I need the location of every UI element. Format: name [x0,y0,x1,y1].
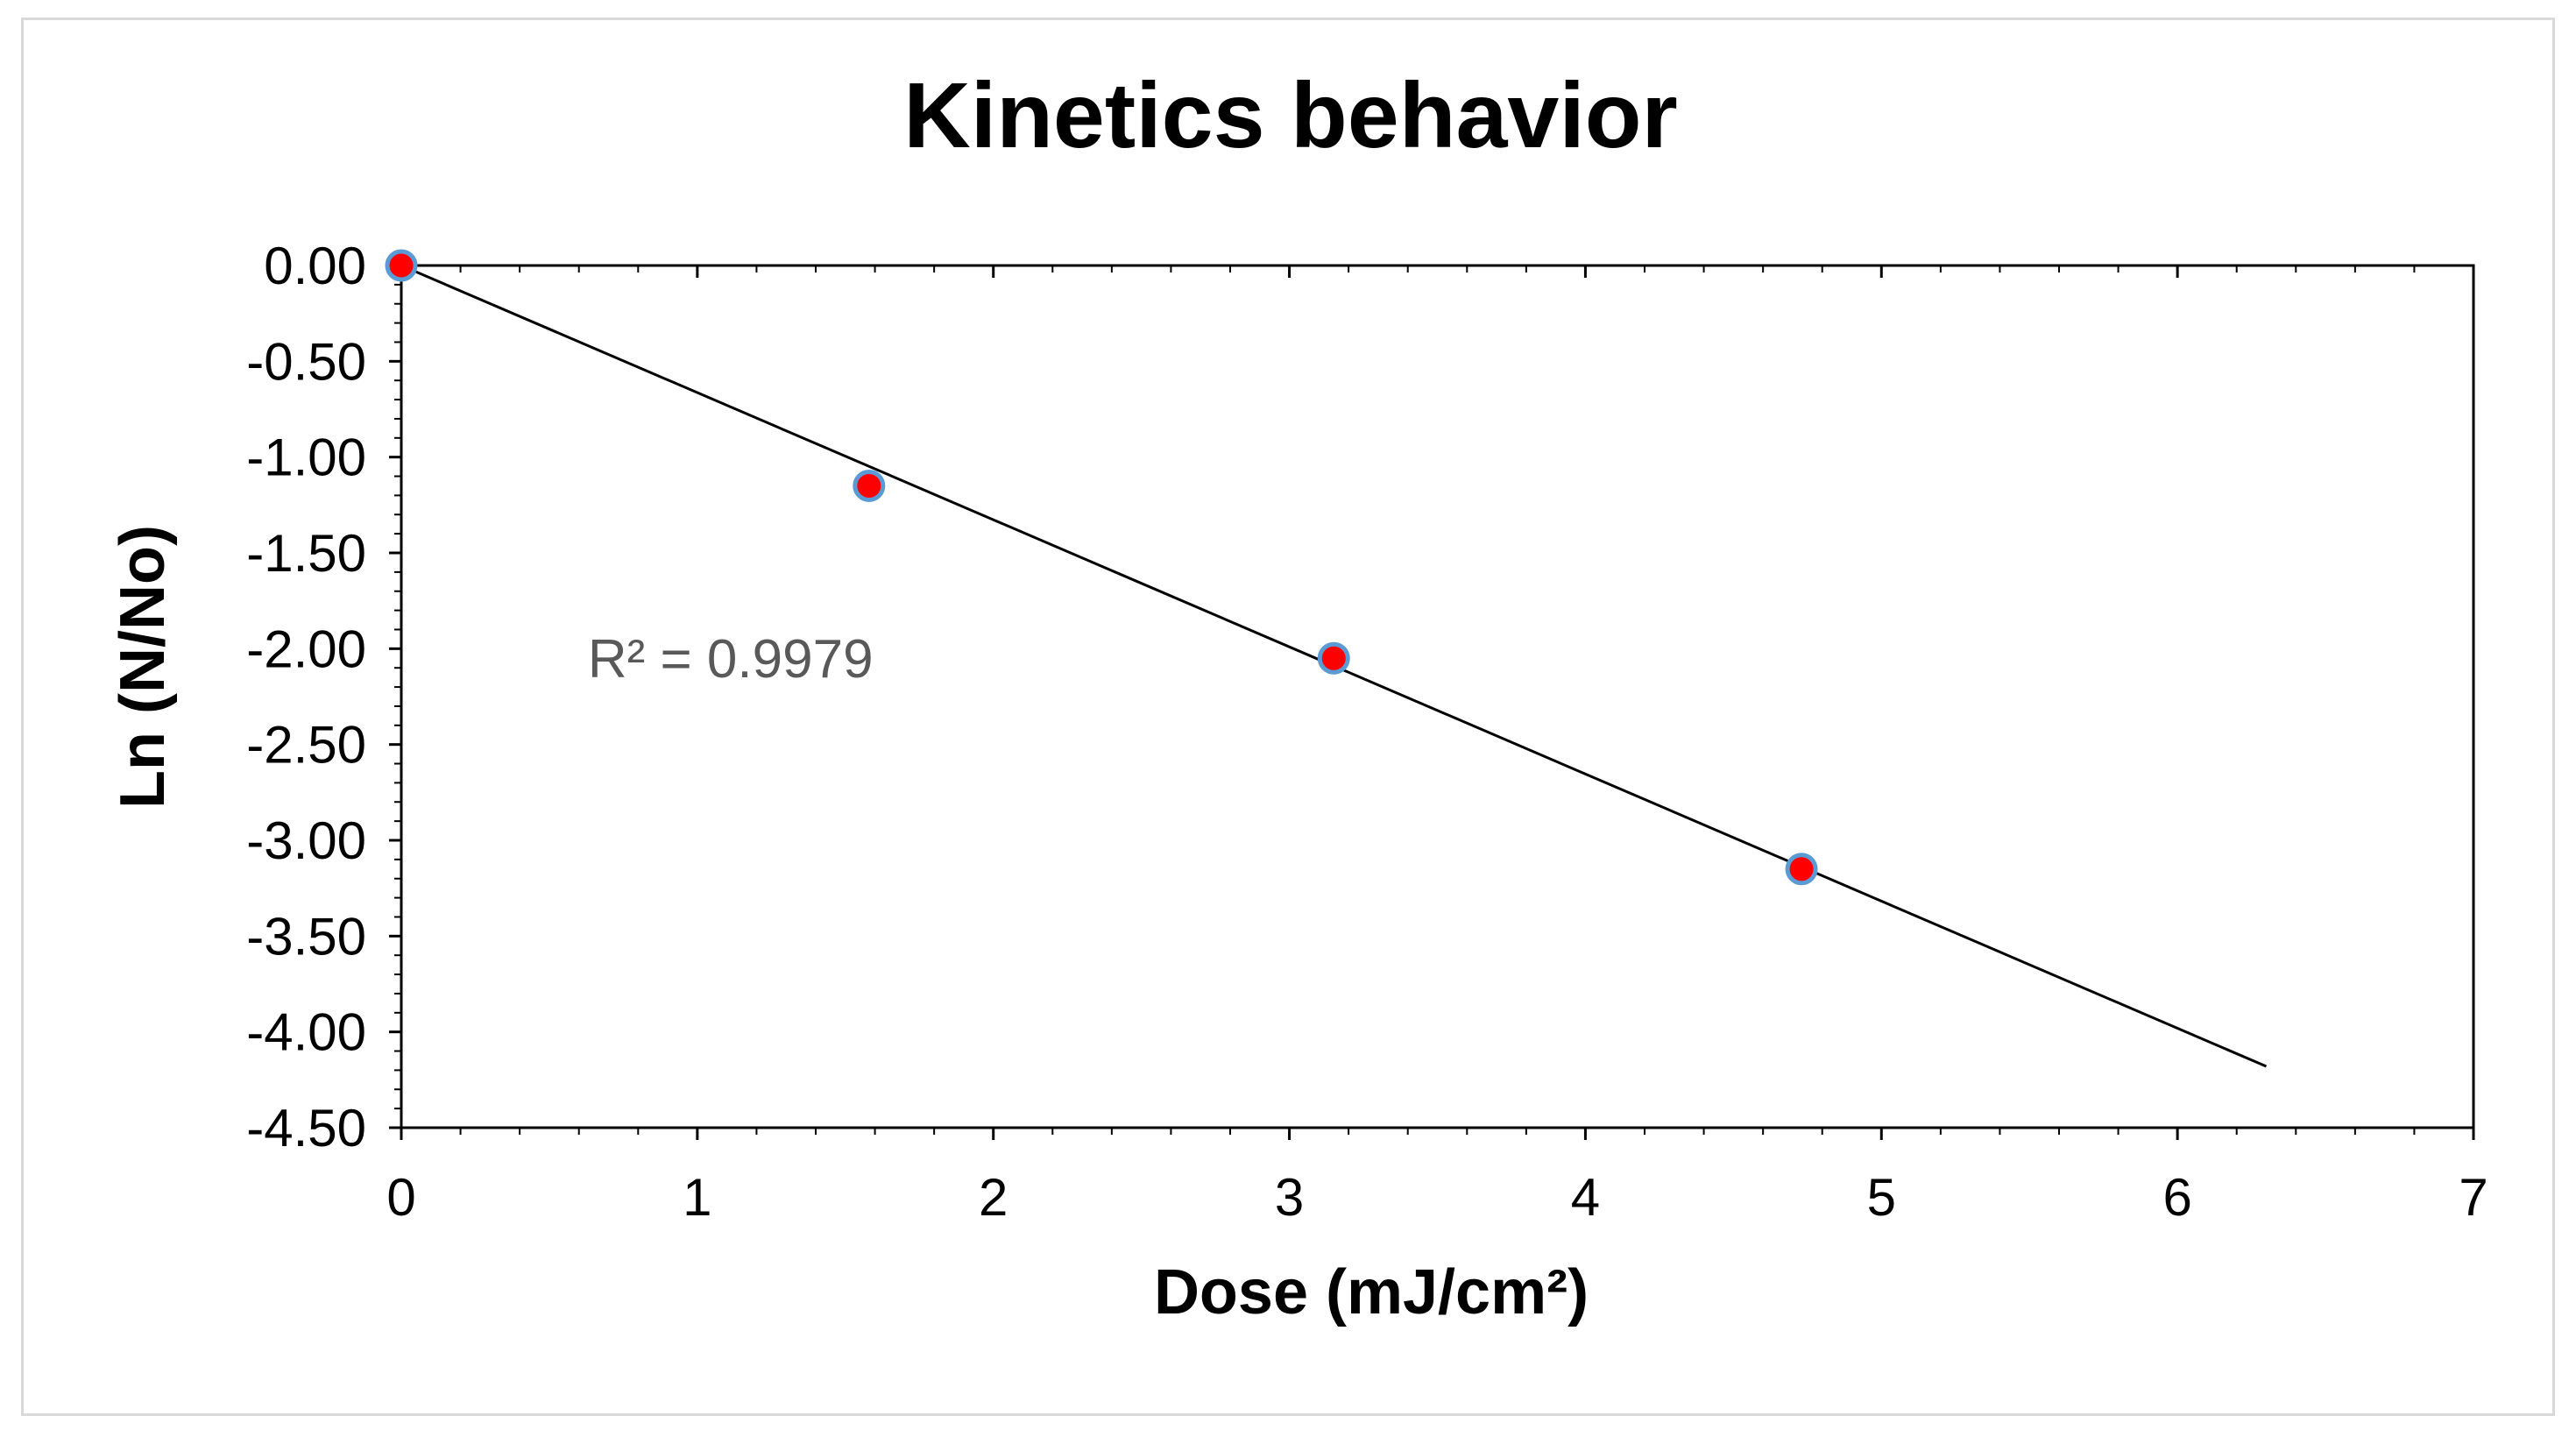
x-tick-label: 0 [386,1168,415,1227]
y-tick-label: 0.00 [264,237,366,295]
y-tick-label: -1.50 [246,524,366,583]
x-tick-label: 2 [979,1168,1008,1227]
x-tick-label: 4 [1571,1168,1600,1227]
data-point [385,249,418,282]
y-tick-label: -4.00 [246,1003,366,1062]
data-point [853,469,886,502]
y-tick-label: -0.50 [246,332,366,391]
y-tick-label: -2.00 [246,619,366,678]
x-tick-label: 6 [2162,1168,2191,1227]
x-axis-title: Dose (mJ/cm²) [1154,1257,1589,1327]
data-point [1785,853,1818,886]
x-tick-label: 5 [1867,1168,1896,1227]
y-tick-label: -3.50 [246,907,366,966]
x-tick-label: 3 [1275,1168,1304,1227]
chart-frame: Kinetics behavior 0 1 2 3 4 5 6 7 0.00 -0.50 -1.00… [21,18,2555,1416]
x-tick-label: 7 [2459,1168,2488,1227]
plot-area-border [400,264,2475,1129]
x-tick-label: 1 [683,1168,711,1227]
chart: Kinetics behavior 0 1 2 3 4 5 6 7 0.00 -0.50 -1.00… [108,64,2488,1327]
y-tick-label: -4.50 [246,1099,366,1157]
r-squared-label: R² = 0.9979 [588,629,874,690]
y-tick-label: -2.50 [246,716,366,775]
y-axis-title: Ln (N/No) [108,525,178,809]
data-point [1317,641,1350,675]
y-tick-label: -1.00 [246,428,366,487]
y-tick-label: -3.00 [246,811,366,870]
chart-title: Kinetics behavior [903,64,1678,167]
